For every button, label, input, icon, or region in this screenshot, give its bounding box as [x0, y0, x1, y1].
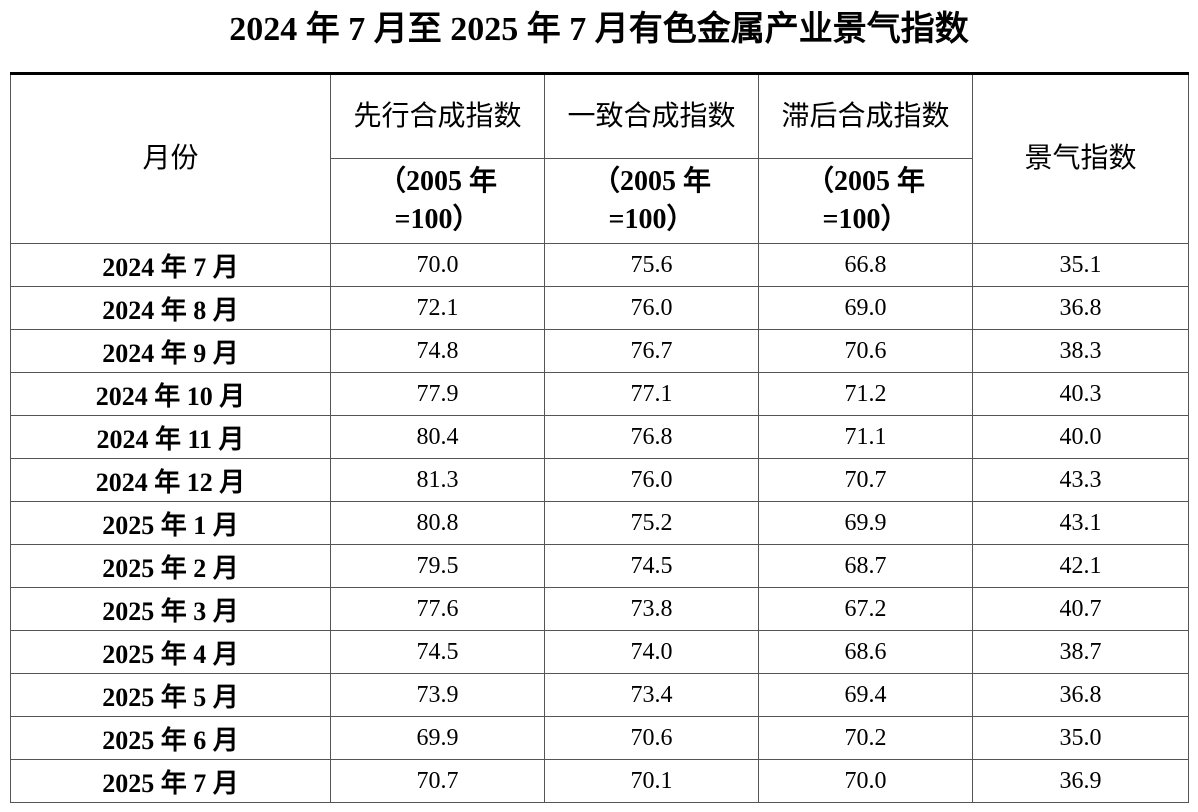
value-cell: 74.5 [544, 544, 759, 588]
header-unit: （2005 年=100） [544, 158, 759, 244]
value-cell: 67.2 [758, 587, 973, 631]
header-text: 先行合成指数 [353, 100, 522, 132]
value-cell: 72.1 [330, 286, 545, 330]
table-row: 2025 年 7 月 70.7 70.1 70.0 36.9 [10, 759, 1189, 803]
month-cell: 2024 年 8 月 [10, 286, 331, 330]
month-cell: 2025 年 1 月 [10, 501, 331, 545]
value-cell: 71.2 [758, 372, 973, 416]
unit-text: （2005 年=100） [805, 166, 925, 235]
value-cell: 70.2 [758, 716, 973, 760]
table-row: 2025 年 6 月 69.9 70.6 70.2 35.0 [10, 716, 1189, 760]
value-cell: 68.6 [758, 630, 973, 674]
value-cell: 76.8 [544, 415, 759, 459]
value-cell: 76.0 [544, 458, 759, 502]
month-cell: 2025 年 3 月 [10, 587, 331, 631]
table-row: 2025 年 2 月 79.5 74.5 68.7 42.1 [10, 544, 1189, 588]
value-cell: 40.3 [972, 372, 1189, 416]
table-row: 2025 年 4 月 74.5 74.0 68.6 38.7 [10, 630, 1189, 674]
header-column: 先行合成指数 [330, 72, 545, 159]
table-row: 2024 年 12 月 81.3 76.0 70.7 43.3 [10, 458, 1189, 502]
unit-text: （2005 年=100） [591, 166, 711, 235]
value-cell: 35.0 [972, 716, 1189, 760]
month-cell: 2024 年 10 月 [10, 372, 331, 416]
unit-text: （2005 年=100） [377, 166, 497, 235]
value-cell: 35.1 [972, 243, 1189, 287]
title: 2024 年 7 月至 2025 年 7 月有色金属产业景气指数 [229, 11, 969, 48]
header-month: 月份 [10, 72, 331, 244]
value-cell: 70.6 [758, 329, 973, 373]
index-table: 月份 先行合成指数 一致合成指数 滞后合成指数 景气指数 （2005 年=100… [10, 72, 1189, 803]
value-cell: 74.8 [330, 329, 545, 373]
value-cell: 69.9 [330, 716, 545, 760]
value-cell: 70.0 [330, 243, 545, 287]
header-column: 滞后合成指数 [758, 72, 973, 159]
value-cell: 76.0 [544, 286, 759, 330]
month-cell: 2025 年 5 月 [10, 673, 331, 717]
value-cell: 69.0 [758, 286, 973, 330]
value-cell: 71.1 [758, 415, 973, 459]
month-cell: 2024 年 7 月 [10, 243, 331, 287]
value-cell: 70.1 [544, 759, 759, 803]
value-cell: 77.6 [330, 587, 545, 631]
value-cell: 43.1 [972, 501, 1189, 545]
value-cell: 76.7 [544, 329, 759, 373]
value-cell: 66.8 [758, 243, 973, 287]
month-cell: 2024 年 12 月 [10, 458, 331, 502]
month-cell: 2024 年 9 月 [10, 329, 331, 373]
table-row: 2025 年 5 月 73.9 73.4 69.4 36.8 [10, 673, 1189, 717]
value-cell: 43.3 [972, 458, 1189, 502]
table-row: 2025 年 1 月 80.8 75.2 69.9 43.1 [10, 501, 1189, 545]
table-row: 2025 年 3 月 77.6 73.8 67.2 40.7 [10, 587, 1189, 631]
table-row: 2024 年 7 月 70.0 75.6 66.8 35.1 [10, 243, 1189, 287]
value-cell: 40.7 [972, 587, 1189, 631]
month-cell: 2025 年 2 月 [10, 544, 331, 588]
value-cell: 75.6 [544, 243, 759, 287]
value-cell: 77.9 [330, 372, 545, 416]
value-cell: 38.3 [972, 329, 1189, 373]
header-unit: （2005 年=100） [330, 158, 545, 244]
table-row: 2024 年 8 月 72.1 76.0 69.0 36.8 [10, 286, 1189, 330]
value-cell: 68.7 [758, 544, 973, 588]
header-text: 一致合成指数 [567, 100, 736, 132]
month-cell: 2025 年 4 月 [10, 630, 331, 674]
value-cell: 36.8 [972, 673, 1189, 717]
value-cell: 70.7 [758, 458, 973, 502]
value-cell: 40.0 [972, 415, 1189, 459]
value-cell: 74.0 [544, 630, 759, 674]
table-body: 2024 年 7 月 70.0 75.6 66.8 35.1 2024 年 8 月 72.1… [10, 243, 1189, 803]
value-cell: 38.7 [972, 630, 1189, 674]
value-cell: 81.3 [330, 458, 545, 502]
value-cell: 69.9 [758, 501, 973, 545]
value-cell: 75.2 [544, 501, 759, 545]
header-index: 景气指数 [972, 72, 1189, 244]
value-cell: 70.6 [544, 716, 759, 760]
value-cell: 36.9 [972, 759, 1189, 803]
month-cell: 2025 年 7 月 [10, 759, 331, 803]
value-cell: 80.4 [330, 415, 545, 459]
header-text: 滞后合成指数 [781, 100, 950, 132]
table-row: 2024 年 10 月 77.9 77.1 71.2 40.3 [10, 372, 1189, 416]
month-cell: 2025 年 6 月 [10, 716, 331, 760]
header-unit: （2005 年=100） [758, 158, 973, 244]
value-cell: 73.9 [330, 673, 545, 717]
value-cell: 73.8 [544, 587, 759, 631]
value-cell: 80.8 [330, 501, 545, 545]
value-cell: 70.0 [758, 759, 973, 803]
value-cell: 36.8 [972, 286, 1189, 330]
value-cell: 73.4 [544, 673, 759, 717]
value-cell: 79.5 [330, 544, 545, 588]
table-row: 2024 年 11 月 80.4 76.8 71.1 40.0 [10, 415, 1189, 459]
value-cell: 77.1 [544, 372, 759, 416]
value-cell: 70.7 [330, 759, 545, 803]
table-row: 2024 年 9 月 74.8 76.7 70.6 38.3 [10, 329, 1189, 373]
month-cell: 2024 年 11 月 [10, 415, 331, 459]
value-cell: 74.5 [330, 630, 545, 674]
value-cell: 42.1 [972, 544, 1189, 588]
header-column: 一致合成指数 [544, 72, 759, 159]
value-cell: 69.4 [758, 673, 973, 717]
